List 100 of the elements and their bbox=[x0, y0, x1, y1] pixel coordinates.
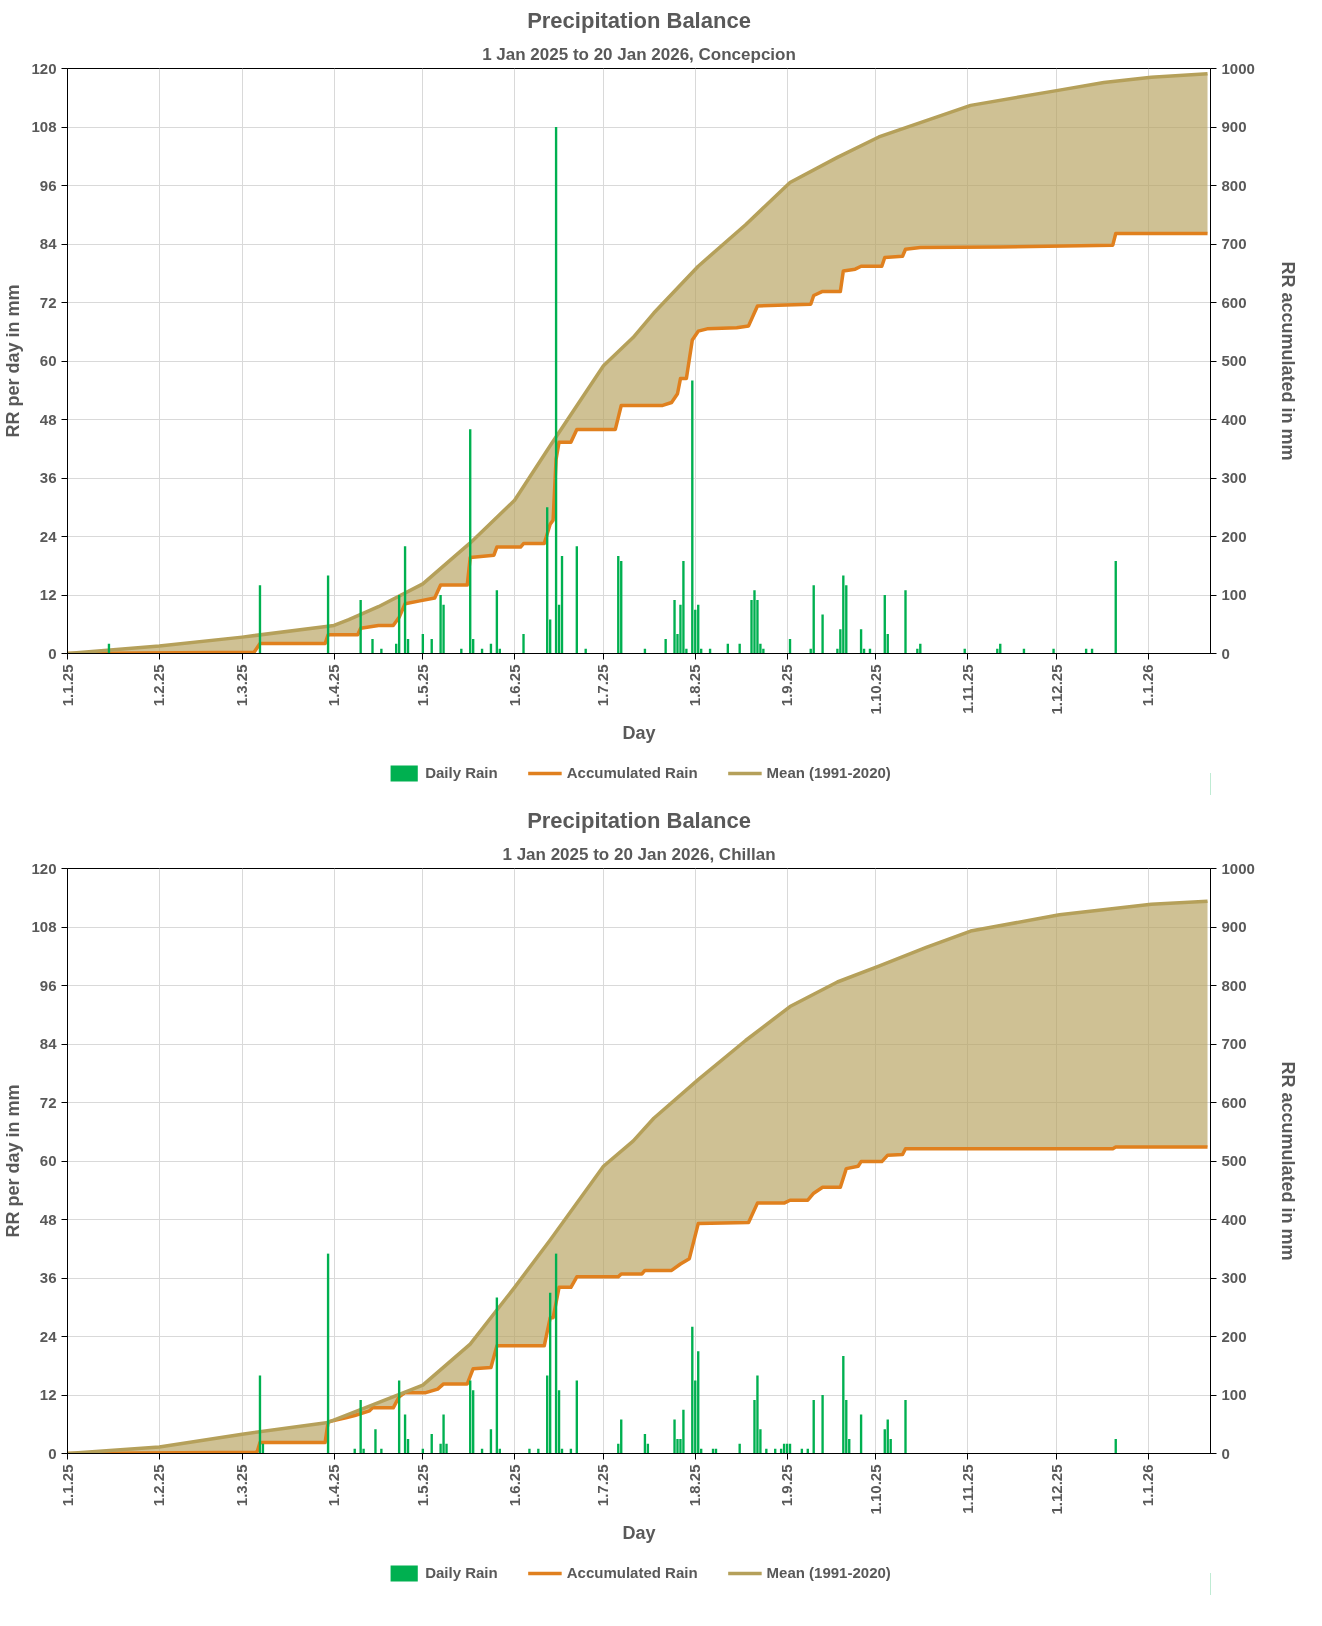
x-tick-label: 1.10.25 bbox=[866, 664, 884, 715]
x-tick-label: 1.5.25 bbox=[413, 1464, 431, 1507]
y-tick-label: 60 bbox=[39, 1152, 57, 1169]
y2-tick-label: 600 bbox=[1221, 1093, 1247, 1111]
bar bbox=[821, 1395, 824, 1454]
x-tick-label: 1.1.25 bbox=[58, 1464, 76, 1507]
bar bbox=[359, 599, 362, 654]
y2-tick-label: 1000 bbox=[1221, 859, 1255, 877]
y-tick-label: 72 bbox=[39, 293, 57, 311]
bar bbox=[439, 595, 442, 654]
bar bbox=[842, 575, 845, 654]
y2-tick-label: 900 bbox=[1221, 118, 1247, 135]
y-tick-label: 108 bbox=[31, 118, 57, 135]
y2-tick-label: 1000 bbox=[1221, 59, 1255, 77]
bar bbox=[673, 1419, 676, 1454]
y2-tick-label: 700 bbox=[1221, 1035, 1247, 1052]
legend-label: Accumulated Rain bbox=[566, 1564, 698, 1581]
y-tick-label: 108 bbox=[31, 918, 57, 935]
bar bbox=[753, 590, 756, 654]
x-tick-label: 1.9.25 bbox=[778, 1464, 796, 1507]
y-tick-label: 72 bbox=[39, 1093, 57, 1111]
x-tick-label: 1.11.25 bbox=[958, 1464, 976, 1514]
x-tick-label: 1.1.26 bbox=[1139, 1464, 1157, 1507]
y2-axis-title: RR accumulated in mm bbox=[1277, 261, 1298, 461]
y2-tick-label: 400 bbox=[1221, 1210, 1247, 1228]
x-tick-label: 1.1.26 bbox=[1139, 664, 1157, 707]
bar bbox=[756, 1375, 759, 1454]
y2-tick-label: 300 bbox=[1221, 469, 1247, 486]
x-tick-label: 1.7.25 bbox=[594, 664, 612, 707]
x-tick-label: 1.8.25 bbox=[686, 664, 704, 707]
y2-tick-label: 200 bbox=[1221, 527, 1247, 545]
bar bbox=[664, 638, 667, 654]
bar bbox=[904, 590, 907, 654]
y2-tick-label: 800 bbox=[1221, 176, 1247, 194]
x-tick-label: 1.2.25 bbox=[150, 664, 168, 707]
x-tick-label: 1.8.25 bbox=[686, 1464, 704, 1507]
x-tick-label: 1.7.25 bbox=[594, 1464, 612, 1507]
bar bbox=[380, 648, 383, 654]
legend-label: Daily Rain bbox=[425, 764, 498, 781]
bar bbox=[460, 648, 463, 654]
x-tick-label: 1.12.25 bbox=[1047, 664, 1065, 715]
chart-subtitle: 1 Jan 2025 to 20 Jan 2026, Chillan bbox=[502, 844, 776, 864]
bar bbox=[762, 648, 765, 654]
legend-label: Daily Rain bbox=[425, 1564, 498, 1581]
x-tick-label: 1.2.25 bbox=[150, 1464, 168, 1507]
bar bbox=[442, 1414, 445, 1454]
y-tick-label: 24 bbox=[39, 527, 58, 545]
y2-tick-label: 900 bbox=[1221, 918, 1247, 935]
x-tick-label: 1.4.25 bbox=[325, 1464, 342, 1507]
y-axis-title: RR per day in mm bbox=[3, 284, 24, 438]
bar bbox=[1052, 648, 1055, 654]
bar bbox=[380, 1448, 383, 1454]
y-tick-label: 12 bbox=[39, 586, 57, 603]
x-tick-label: 1.6.25 bbox=[505, 664, 523, 707]
y-tick-label: 0 bbox=[48, 644, 57, 662]
bar bbox=[765, 1448, 768, 1454]
y2-tick-label: 800 bbox=[1221, 976, 1247, 994]
bar bbox=[682, 560, 685, 654]
legend-label: Mean (1991-2020) bbox=[766, 1564, 891, 1581]
bar bbox=[821, 614, 824, 654]
chart-title: Precipitation Balance bbox=[527, 807, 751, 833]
x-axis-title: Day bbox=[622, 1522, 656, 1543]
bar bbox=[371, 638, 374, 654]
y2-tick-label: 500 bbox=[1221, 1152, 1247, 1169]
y-tick-label: 12 bbox=[39, 1386, 57, 1403]
y-tick-label: 120 bbox=[31, 859, 57, 877]
y-tick-label: 48 bbox=[39, 410, 57, 428]
line-series bbox=[67, 72, 1210, 654]
chart-title: Precipitation Balance bbox=[527, 7, 751, 33]
chart-subtitle: 1 Jan 2025 to 20 Jan 2026, Concepcion bbox=[482, 44, 796, 64]
legend-label: Mean (1991-2020) bbox=[766, 764, 891, 781]
bar bbox=[522, 634, 525, 654]
bar bbox=[916, 648, 919, 654]
legend-label: Accumulated Rain bbox=[566, 764, 698, 781]
y-tick-label: 48 bbox=[39, 1210, 57, 1228]
x-tick-label: 1.3.25 bbox=[233, 1464, 251, 1507]
bar bbox=[682, 1409, 685, 1454]
y-tick-label: 24 bbox=[39, 1327, 58, 1345]
y2-axis-title: RR accumulated in mm bbox=[1277, 1061, 1298, 1261]
y-tick-label: 36 bbox=[39, 1269, 57, 1286]
y2-tick-label: 600 bbox=[1221, 293, 1247, 311]
bar bbox=[738, 643, 741, 654]
x-tick-label: 1.11.25 bbox=[958, 664, 976, 714]
bar bbox=[528, 1448, 531, 1454]
bar bbox=[904, 1399, 907, 1454]
bar bbox=[537, 1448, 540, 1454]
y-tick-label: 84 bbox=[39, 235, 58, 252]
y-tick-label: 84 bbox=[39, 1035, 58, 1052]
x-tick-label: 1.6.25 bbox=[505, 1464, 523, 1507]
y2-tick-label: 500 bbox=[1221, 352, 1247, 369]
y2-tick-label: 100 bbox=[1221, 1386, 1247, 1403]
y-tick-label: 96 bbox=[39, 176, 57, 194]
y2-tick-label: 300 bbox=[1221, 1269, 1247, 1286]
x-axis-title: Day bbox=[622, 722, 656, 743]
y-tick-label: 36 bbox=[39, 469, 57, 486]
x-tick-label: 1.9.25 bbox=[778, 664, 796, 707]
bar bbox=[359, 1399, 362, 1454]
x-tick-label: 1.3.25 bbox=[233, 664, 251, 707]
y-tick-label: 96 bbox=[39, 976, 57, 994]
y-tick-label: 0 bbox=[48, 1444, 57, 1462]
